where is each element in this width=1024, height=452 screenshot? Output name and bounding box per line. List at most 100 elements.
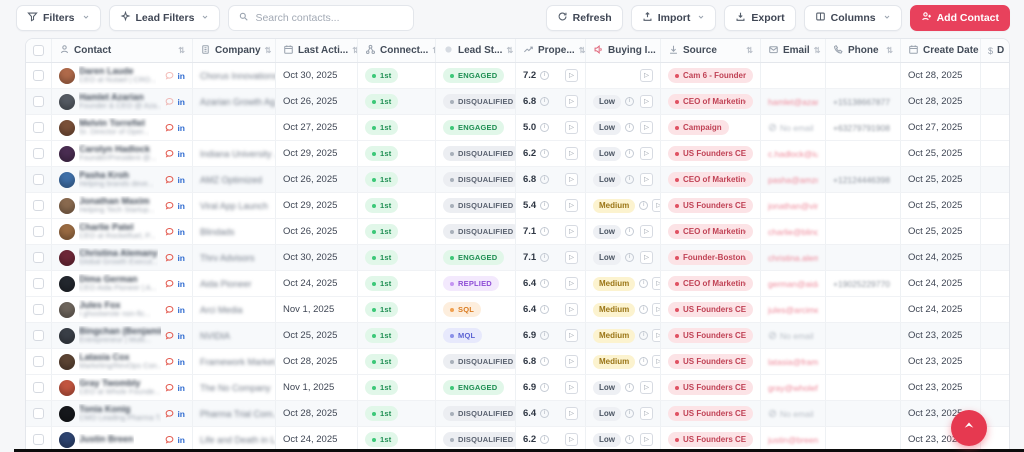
- row-checkbox[interactable]: [33, 174, 44, 185]
- deal-cell[interactable]: [981, 63, 1009, 88]
- buying-intent-cell[interactable]: Low i ▷: [586, 401, 661, 426]
- deal-cell[interactable]: [981, 89, 1009, 114]
- source-cell[interactable]: US Founders CEO in mark: [661, 141, 761, 166]
- company-cell[interactable]: [193, 115, 276, 140]
- chat-icon[interactable]: [165, 175, 174, 184]
- sort-icon[interactable]: ⇅: [813, 46, 821, 55]
- info-icon[interactable]: i: [540, 97, 550, 106]
- deal-cell[interactable]: [981, 323, 1009, 348]
- export-button[interactable]: Export: [724, 5, 796, 31]
- company-cell[interactable]: Indiana University ...: [193, 141, 276, 166]
- last-activity-cell[interactable]: Oct 30, 2025: [276, 245, 358, 270]
- source-cell[interactable]: US Founders CEO in mark: [661, 375, 761, 400]
- last-activity-cell[interactable]: Oct 27, 2025: [276, 115, 358, 140]
- row-checkbox[interactable]: [33, 408, 44, 419]
- info-icon[interactable]: i: [625, 123, 634, 132]
- table-row[interactable]: Gray Twombly CEO at Whole Founde... in T…: [26, 375, 1009, 401]
- linkedin-icon[interactable]: in: [177, 434, 185, 445]
- company-cell[interactable]: The No Company: [193, 375, 276, 400]
- run-enrichment-button[interactable]: ▷: [565, 355, 578, 368]
- deal-cell[interactable]: [981, 193, 1009, 218]
- sort-icon[interactable]: ⇅: [352, 46, 357, 55]
- source-cell[interactable]: US Founders CEO in mark: [661, 193, 761, 218]
- deal-cell[interactable]: [981, 219, 1009, 244]
- propensity-cell[interactable]: 6.9 i ▷: [516, 323, 586, 348]
- sort-icon[interactable]: ⇅: [578, 46, 586, 55]
- last-activity-cell[interactable]: Nov 1, 2025: [276, 297, 358, 322]
- source-cell[interactable]: Cam 6 - Founder in the US: [661, 63, 761, 88]
- create-date-cell[interactable]: Oct 24, 2025: [901, 245, 981, 270]
- table-row[interactable]: Christina Alemany Global Growth Execut..…: [26, 245, 1009, 271]
- last-activity-cell[interactable]: Oct 29, 2025: [276, 193, 358, 218]
- phone-cell[interactable]: [826, 219, 901, 244]
- run-enrichment-button[interactable]: ▷: [565, 95, 578, 108]
- email-cell[interactable]: justin@breenll...: [761, 427, 826, 451]
- buying-intent-cell[interactable]: Low i ▷: [586, 427, 661, 451]
- table-row[interactable]: Latasia Cox Marketing/RevOps Con... in F…: [26, 349, 1009, 375]
- table-row[interactable]: Jules Fox I ghostwrote non-fic... in Arc…: [26, 297, 1009, 323]
- phone-cell[interactable]: [826, 63, 901, 88]
- header-email[interactable]: Email ⇅: [761, 39, 826, 62]
- deal-cell[interactable]: [981, 245, 1009, 270]
- sort-icon[interactable]: ⇅: [886, 46, 893, 55]
- lead-status-cell[interactable]: DISQUALIFIED: [436, 219, 516, 244]
- email-cell[interactable]: No email: [761, 401, 826, 426]
- run-enrichment-button[interactable]: ▷: [640, 121, 653, 134]
- propensity-cell[interactable]: 6.8 i ▷: [516, 349, 586, 374]
- info-icon[interactable]: i: [625, 227, 634, 236]
- info-icon[interactable]: i: [540, 305, 550, 314]
- linkedin-icon[interactable]: in: [177, 304, 185, 315]
- phone-cell[interactable]: [826, 323, 901, 348]
- run-enrichment-button[interactable]: ▷: [640, 147, 653, 160]
- deal-cell[interactable]: [981, 271, 1009, 296]
- info-icon[interactable]: i: [540, 435, 550, 444]
- sort-icon[interactable]: ⇅: [432, 46, 435, 55]
- import-button[interactable]: Import: [630, 5, 717, 31]
- chat-icon[interactable]: [165, 331, 174, 340]
- run-enrichment-button[interactable]: ▷: [652, 329, 660, 342]
- linkedin-icon[interactable]: in: [177, 122, 185, 133]
- create-date-cell[interactable]: Oct 25, 2025: [901, 141, 981, 166]
- info-icon[interactable]: i: [540, 175, 550, 184]
- linkedin-icon[interactable]: in: [177, 278, 185, 289]
- row-checkbox[interactable]: [33, 70, 44, 81]
- deal-cell[interactable]: [981, 349, 1009, 374]
- source-cell[interactable]: US Founders CEO in mark: [661, 297, 761, 322]
- connection-cell[interactable]: 1st: [358, 219, 436, 244]
- table-row[interactable]: Melvin Torrefiel Sr. Director of Oper...…: [26, 115, 1009, 141]
- info-icon[interactable]: i: [540, 149, 550, 158]
- lead-status-cell[interactable]: DISQUALIFIED: [436, 401, 516, 426]
- chat-icon[interactable]: [165, 123, 174, 132]
- header-contact[interactable]: Contact ⇅: [52, 39, 193, 62]
- run-enrichment-button[interactable]: ▷: [652, 303, 660, 316]
- row-checkbox[interactable]: [33, 278, 44, 289]
- table-row[interactable]: Jonathan Maxim Helping Tech Startup... i…: [26, 193, 1009, 219]
- phone-cell[interactable]: +15138667877: [826, 89, 901, 114]
- buying-intent-cell[interactable]: Low i ▷: [586, 141, 661, 166]
- deal-cell[interactable]: [981, 141, 1009, 166]
- run-enrichment-button[interactable]: ▷: [640, 381, 653, 394]
- lead-status-cell[interactable]: ENGAGED: [436, 375, 516, 400]
- company-cell[interactable]: Azarian Growth Ag...: [193, 89, 276, 114]
- create-date-cell[interactable]: Oct 28, 2025: [901, 89, 981, 114]
- contact-cell[interactable]: Latasia Cox Marketing/RevOps Con... in: [52, 349, 193, 374]
- phone-cell[interactable]: +12124446398: [826, 167, 901, 192]
- lead-status-cell[interactable]: DISQUALIFIED: [436, 193, 516, 218]
- linkedin-icon[interactable]: in: [177, 96, 185, 107]
- buying-intent-cell[interactable]: Medium i ▷: [586, 349, 661, 374]
- info-icon[interactable]: i: [639, 357, 649, 366]
- email-cell[interactable]: No email: [761, 115, 826, 140]
- connection-cell[interactable]: 1st: [358, 375, 436, 400]
- run-enrichment-button[interactable]: ▷: [565, 433, 578, 446]
- phone-cell[interactable]: [826, 245, 901, 270]
- create-date-cell[interactable]: Oct 25, 2025: [901, 219, 981, 244]
- header-propensity[interactable]: Prope... ⇅: [516, 39, 586, 62]
- phone-cell[interactable]: [826, 375, 901, 400]
- lead-status-cell[interactable]: ENGAGED: [436, 245, 516, 270]
- info-icon[interactable]: i: [625, 175, 634, 184]
- linkedin-icon[interactable]: in: [177, 408, 185, 419]
- last-activity-cell[interactable]: Nov 1, 2025: [276, 375, 358, 400]
- email-cell[interactable]: german@aidap...: [761, 271, 826, 296]
- create-date-cell[interactable]: Oct 24, 2025: [901, 297, 981, 322]
- chat-icon[interactable]: [165, 201, 174, 210]
